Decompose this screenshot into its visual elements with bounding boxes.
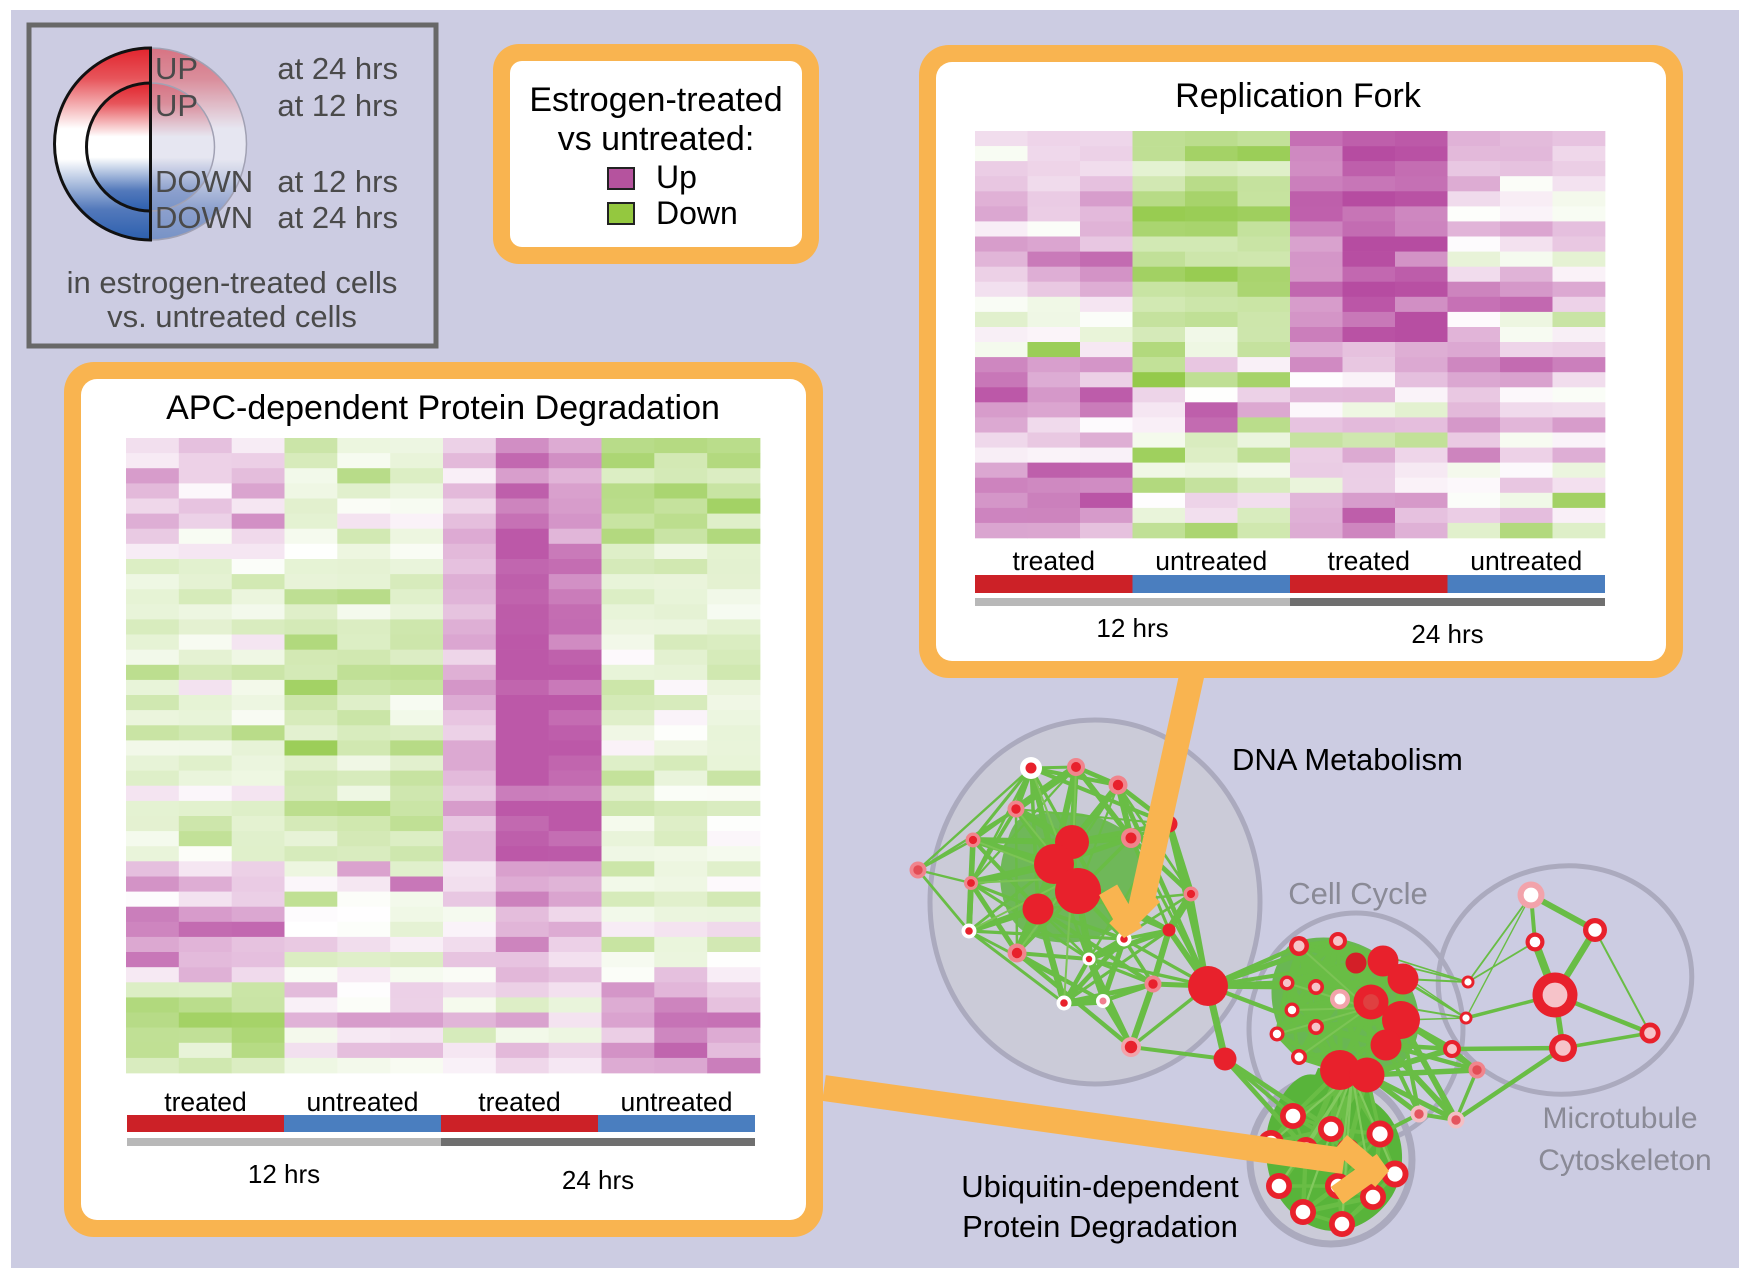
svg-text:untreated: untreated — [1470, 546, 1582, 576]
svg-text:Up: Up — [656, 159, 697, 195]
svg-text:untreated: untreated — [307, 1087, 419, 1117]
svg-text:vs. untreated cells: vs. untreated cells — [107, 299, 357, 334]
svg-text:treated: treated — [1012, 546, 1095, 576]
svg-text:treated: treated — [1327, 546, 1410, 576]
svg-text:Protein Degradation: Protein Degradation — [962, 1209, 1238, 1244]
svg-text:24 hrs: 24 hrs — [562, 1165, 634, 1195]
svg-text:UP: UP — [155, 88, 198, 123]
svg-text:Cell Cycle: Cell Cycle — [1288, 876, 1428, 911]
svg-text:vs untreated:: vs untreated: — [558, 120, 755, 158]
svg-text:DOWN: DOWN — [155, 164, 253, 199]
svg-text:Replication Fork: Replication Fork — [1175, 77, 1422, 115]
svg-text:Microtubule: Microtubule — [1542, 1102, 1697, 1135]
svg-text:DNA Metabolism: DNA Metabolism — [1232, 742, 1463, 777]
svg-text:12 hrs: 12 hrs — [248, 1159, 320, 1189]
svg-text:at 24 hrs: at 24 hrs — [277, 200, 398, 235]
svg-text:12 hrs: 12 hrs — [1096, 613, 1168, 643]
svg-text:APC-dependent Protein Degradat: APC-dependent Protein Degradation — [166, 389, 720, 427]
svg-text:Estrogen-treated: Estrogen-treated — [529, 81, 782, 119]
svg-text:at 12 hrs: at 12 hrs — [277, 88, 398, 123]
svg-text:Ubiquitin-dependent: Ubiquitin-dependent — [961, 1169, 1239, 1204]
svg-text:in estrogen-treated cells: in estrogen-treated cells — [67, 265, 398, 300]
svg-text:untreated: untreated — [1155, 546, 1267, 576]
svg-text:at 12 hrs: at 12 hrs — [277, 164, 398, 199]
svg-text:treated: treated — [164, 1087, 247, 1117]
svg-text:treated: treated — [478, 1087, 561, 1117]
svg-text:Down: Down — [656, 195, 738, 231]
svg-text:UP: UP — [155, 51, 198, 86]
svg-text:DOWN: DOWN — [155, 200, 253, 235]
svg-text:at 24 hrs: at 24 hrs — [277, 51, 398, 86]
svg-text:24 hrs: 24 hrs — [1411, 619, 1483, 649]
svg-text:untreated: untreated — [621, 1087, 733, 1117]
svg-text:Cytoskeleton: Cytoskeleton — [1538, 1144, 1711, 1177]
